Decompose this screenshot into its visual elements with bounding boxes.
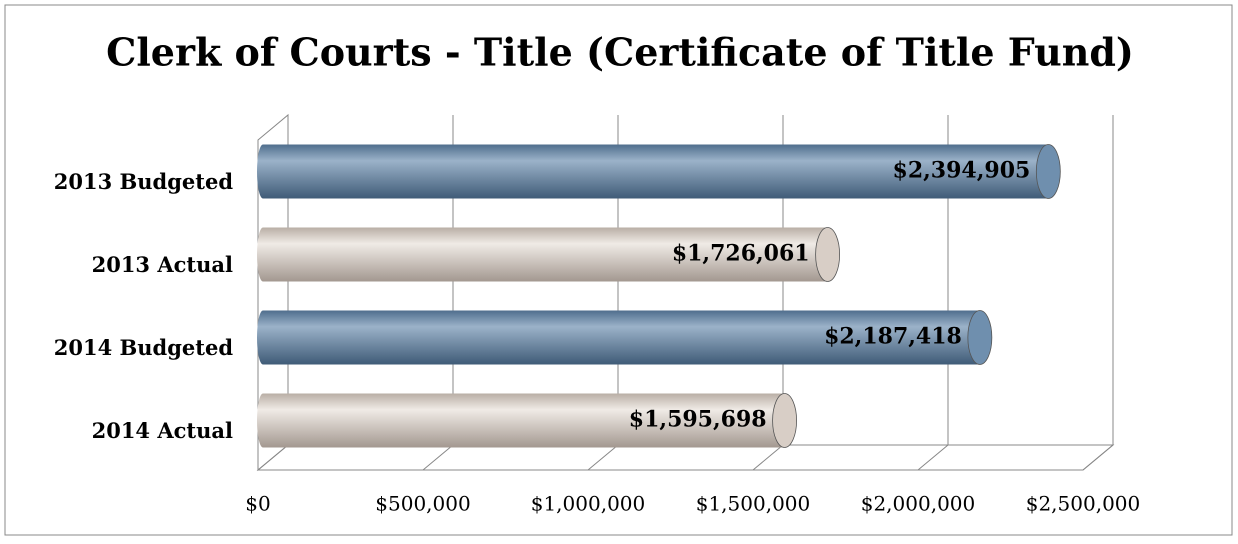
x-tick-label: $2,500,000: [1026, 492, 1141, 516]
bar: [263, 227, 828, 282]
chart-title: Clerk of Courts - Title (Certificate of …: [106, 30, 1134, 75]
data-label: $1,595,698: [629, 407, 767, 433]
bar-cap: [1035, 144, 1061, 199]
y-tick-label: 2014 Budgeted: [54, 335, 234, 360]
bar: [263, 310, 980, 365]
y-tick-label: 2013 Budgeted: [54, 169, 234, 194]
x-tick-label: $500,000: [375, 492, 470, 516]
x-tick-label: $0: [245, 492, 270, 516]
bar: [263, 393, 785, 448]
y-tick-label: 2014 Actual: [92, 418, 233, 443]
grid-line: [917, 115, 949, 471]
x-tick-label: $2,000,000: [861, 492, 976, 516]
bar-cap: [772, 393, 797, 448]
y-tick-label: 2013 Actual: [92, 252, 233, 277]
bar: [263, 144, 1049, 199]
data-label: $2,394,905: [893, 158, 1031, 184]
data-label: $1,726,061: [672, 241, 810, 267]
bar-cap: [815, 227, 841, 282]
data-label: $2,187,418: [824, 324, 962, 350]
grid-line: [1082, 115, 1114, 471]
bar-cap: [967, 310, 993, 365]
x-tick-label: $1,500,000: [696, 492, 811, 516]
x-tick-label: $1,000,000: [531, 492, 646, 516]
